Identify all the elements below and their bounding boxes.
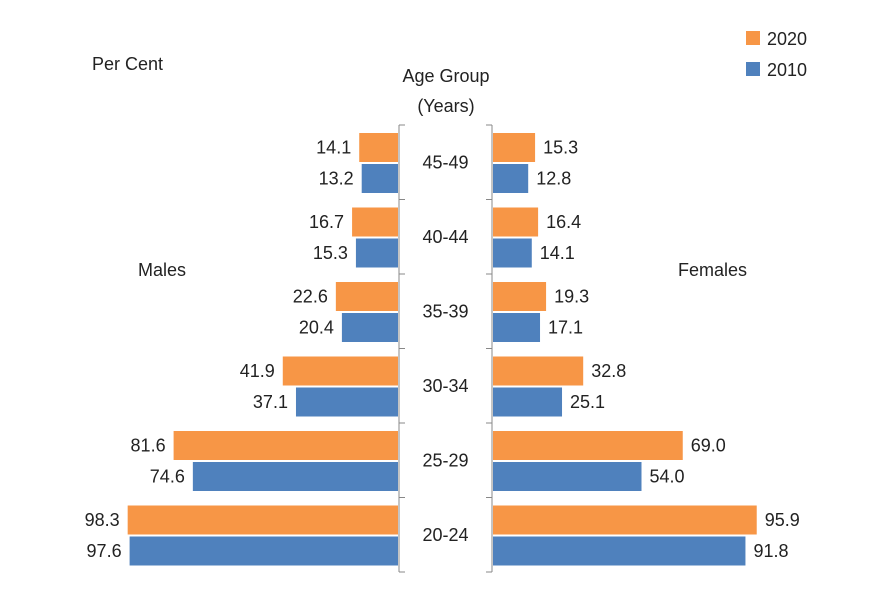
bar-males-2020 — [173, 431, 398, 460]
legend: 2020 2010 — [746, 29, 807, 80]
data-label-females-2010: 14.1 — [540, 243, 575, 263]
bar-males-2020 — [359, 133, 398, 162]
data-label-females-2010: 12.8 — [536, 169, 571, 189]
data-label-females-2020: 16.4 — [546, 212, 581, 232]
bar-females-2010 — [493, 238, 532, 268]
data-label-males-2020: 16.7 — [309, 212, 344, 232]
data-label-males-2010: 97.6 — [87, 541, 122, 561]
bar-males-2010 — [129, 536, 398, 566]
bar-males-2010 — [341, 313, 398, 342]
data-label-males-2010: 74.6 — [150, 467, 185, 487]
data-label-females-2010: 54.0 — [650, 467, 685, 487]
bar-females-2020 — [493, 207, 539, 237]
bar-females-2010 — [493, 462, 642, 491]
bar-females-2020 — [493, 282, 547, 311]
bar-males-2020 — [127, 505, 399, 535]
category-label: 20-24 — [422, 525, 468, 545]
data-label-males-2020: 81.6 — [131, 436, 166, 456]
data-label-females-2020: 95.9 — [765, 510, 800, 530]
legend-swatch-2010 — [746, 62, 760, 76]
bar-males-2020 — [282, 356, 398, 386]
bar-females-2020 — [493, 431, 683, 460]
bar-males-2010 — [361, 164, 398, 193]
data-label-males-2020: 14.1 — [316, 138, 351, 158]
bar-females-2020 — [493, 505, 757, 535]
bar-females-2020 — [493, 356, 584, 386]
data-label-males-2010: 37.1 — [253, 392, 288, 412]
bar-males-2020 — [335, 282, 398, 311]
bar-males-2020 — [352, 207, 398, 237]
data-label-males-2020: 98.3 — [85, 510, 120, 530]
unit-label: Per Cent — [92, 54, 163, 74]
bar-females-2010 — [493, 313, 541, 342]
bar-females-2010 — [493, 387, 563, 417]
data-label-females-2020: 19.3 — [554, 287, 589, 307]
data-label-females-2020: 32.8 — [591, 361, 626, 381]
bar-females-2010 — [493, 164, 529, 193]
data-label-males-2010: 13.2 — [319, 169, 354, 189]
bar-males-2010 — [355, 238, 398, 268]
data-label-males-2020: 22.6 — [293, 287, 328, 307]
data-label-males-2010: 20.4 — [299, 318, 334, 338]
data-label-females-2010: 91.8 — [753, 541, 788, 561]
data-label-males-2010: 15.3 — [313, 243, 348, 263]
category-label: 25-29 — [422, 450, 468, 470]
legend-label-2020: 2020 — [767, 29, 807, 49]
data-label-females-2010: 25.1 — [570, 392, 605, 412]
category-label: 45-49 — [422, 152, 468, 172]
bar-males-2010 — [295, 387, 398, 417]
category-label: 35-39 — [422, 301, 468, 321]
axis-title-line2: (Years) — [417, 96, 474, 116]
data-label-females-2020: 15.3 — [543, 138, 578, 158]
legend-swatch-2020 — [746, 31, 760, 45]
data-label-females-2020: 69.0 — [691, 436, 726, 456]
males-label: Males — [138, 260, 186, 280]
data-label-females-2010: 17.1 — [548, 318, 583, 338]
bar-females-2010 — [493, 536, 746, 566]
chart-marks: 45-49 14.1 15.3 13.2 12.8 40-44 16.7 16.4 15.3 14… — [85, 124, 800, 573]
category-label: 30-34 — [422, 376, 468, 396]
data-label-males-2020: 41.9 — [240, 361, 275, 381]
bar-males-2010 — [192, 462, 398, 491]
category-label: 40-44 — [422, 227, 468, 247]
females-label: Females — [678, 260, 747, 280]
axis-title-line1: Age Group — [402, 66, 489, 86]
bar-females-2020 — [493, 133, 536, 162]
legend-label-2010: 2010 — [767, 60, 807, 80]
